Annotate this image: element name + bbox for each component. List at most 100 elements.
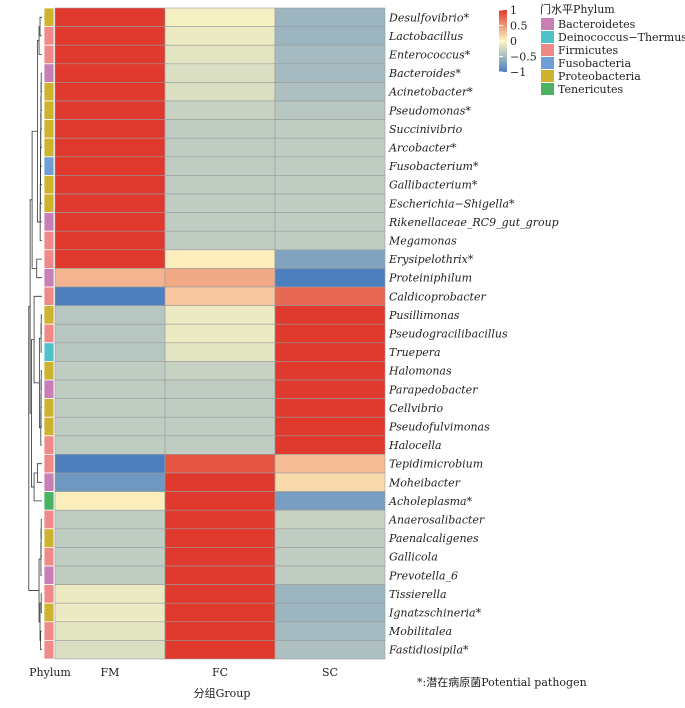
heatmap-cell bbox=[54, 491, 166, 511]
genus-label: Pseudofulvimonas bbox=[388, 421, 490, 434]
heatmap-cell bbox=[164, 137, 276, 158]
phylum-strip-cell bbox=[43, 509, 55, 530]
heatmap-cell bbox=[164, 212, 276, 232]
dendrogram-branch bbox=[36, 258, 42, 279]
phylum-strip-cell bbox=[43, 7, 55, 28]
phylum-annotation-strip bbox=[43, 7, 55, 660]
genus-label: Enterococcus* bbox=[388, 49, 471, 62]
heatmap-cell bbox=[54, 305, 166, 325]
heatmap-cell bbox=[164, 268, 276, 288]
heatmap-cells bbox=[54, 7, 386, 660]
genus-label: Lactobacillus bbox=[388, 30, 463, 43]
heatmap-cell bbox=[274, 361, 386, 381]
genus-label: Acholeplasma* bbox=[388, 495, 473, 508]
genus-label: Caldicoprobacter bbox=[389, 290, 486, 303]
dendrogram-branch bbox=[39, 16, 42, 37]
heatmap-cell bbox=[164, 342, 276, 362]
phylum-legend-label: Bacteroidetes bbox=[558, 18, 636, 31]
heatmap-cell bbox=[274, 565, 386, 585]
phylum-strip-cell bbox=[43, 491, 55, 511]
dendrogram-branch bbox=[28, 306, 40, 591]
genus-label: Mobilitalea bbox=[388, 625, 452, 638]
phylum-legend-swatch bbox=[541, 57, 554, 69]
phylum-legend: 门水平Phylum BacteroidetesDeinococcus−Therm… bbox=[540, 2, 685, 96]
heatmap-cell bbox=[54, 7, 166, 27]
heatmap-cell bbox=[274, 63, 386, 83]
heatmap-cell bbox=[54, 63, 166, 83]
heatmap-cell bbox=[164, 547, 276, 567]
genus-label: Tepidimicrobium bbox=[389, 458, 483, 471]
phylum-strip-cell bbox=[43, 602, 55, 623]
genus-label: Acinetobacter* bbox=[388, 86, 473, 99]
phylum-legend-label: Deinococcus−Thermus bbox=[558, 31, 685, 44]
heatmap-cell bbox=[54, 547, 166, 567]
heatmap-cell bbox=[54, 342, 166, 362]
heatmap-cell bbox=[274, 230, 386, 251]
phylum-strip-cell bbox=[43, 26, 55, 46]
heatmap-cell bbox=[54, 361, 166, 381]
heatmap-cell bbox=[54, 509, 166, 530]
heatmap-cell bbox=[274, 212, 386, 232]
genus-label: Bacteroides* bbox=[388, 67, 461, 80]
dendrogram-branch bbox=[36, 463, 42, 483]
color-scale-legend: 1 0.5 0 −0.5 −1 bbox=[499, 4, 537, 79]
heatmap-cell bbox=[274, 7, 386, 27]
heatmap-cell bbox=[164, 454, 276, 474]
genus-label: Desulfovibrio* bbox=[388, 11, 469, 24]
genus-label: Paenalcaligenes bbox=[388, 532, 479, 545]
phylum-strip-cell bbox=[43, 44, 55, 65]
heatmap-cell bbox=[164, 640, 276, 660]
genus-label: Fusobacterium* bbox=[388, 160, 479, 173]
heatmap-cell bbox=[54, 323, 166, 344]
heatmap-cell bbox=[274, 416, 386, 437]
genus-label: Erysipelothrix* bbox=[388, 253, 474, 266]
phylum-strip-cell bbox=[43, 137, 55, 158]
heatmap-cell bbox=[164, 305, 276, 325]
heatmap-cell bbox=[54, 193, 166, 213]
heatmap-cell bbox=[274, 249, 386, 269]
column-label: FM bbox=[101, 666, 120, 679]
heatmap-cell bbox=[164, 398, 276, 418]
heatmap-cell bbox=[164, 435, 276, 455]
phylum-legend-label: Tenericutes bbox=[558, 83, 624, 96]
heatmap-cell bbox=[164, 156, 276, 176]
dendrogram-branch bbox=[36, 40, 41, 223]
heatmap-cell bbox=[54, 640, 166, 660]
phylum-strip-cell bbox=[43, 193, 55, 214]
genus-label: Megamonas bbox=[388, 235, 457, 248]
phylum-strip-cell bbox=[43, 323, 55, 344]
heatmap-cell bbox=[274, 640, 386, 660]
dendrogram-branch bbox=[40, 593, 42, 613]
heatmap-cell bbox=[54, 119, 166, 139]
heatmap-cell bbox=[54, 565, 166, 585]
heatmap-cell bbox=[274, 193, 386, 213]
heatmap-cell bbox=[164, 323, 276, 344]
genus-label: Halomonas bbox=[388, 365, 452, 378]
heatmap-cell bbox=[54, 286, 166, 306]
heatmap-cell bbox=[164, 82, 276, 102]
heatmap-cell bbox=[164, 249, 276, 269]
heatmap-cell bbox=[164, 7, 276, 27]
heatmap-cell bbox=[274, 156, 386, 176]
x-axis-title: 分组Group bbox=[194, 686, 251, 700]
heatmap-cell bbox=[274, 454, 386, 474]
phylum-legend-label: Firmicutes bbox=[558, 44, 619, 57]
phylum-strip-cell bbox=[43, 230, 55, 251]
heatmap-cell bbox=[54, 584, 166, 604]
phylum-strip-cell bbox=[43, 100, 55, 121]
dendrogram-branch bbox=[31, 130, 38, 269]
phylum-strip-cell bbox=[43, 156, 55, 176]
phylum-strip-cell bbox=[43, 565, 55, 586]
heatmap-cell bbox=[274, 379, 386, 399]
phylum-legend-title: 门水平Phylum bbox=[540, 2, 615, 16]
heatmap-cell bbox=[164, 565, 276, 585]
heatmap-cell bbox=[54, 454, 166, 474]
heatmap-cell bbox=[164, 100, 276, 120]
phylum-strip-cell bbox=[43, 267, 55, 288]
heatmap-cell bbox=[274, 435, 386, 455]
phylum-legend-label: Fusobacteria bbox=[558, 57, 631, 70]
phylum-strip-cell bbox=[43, 212, 55, 232]
phylum-strip-cell bbox=[43, 547, 55, 567]
heatmap-cell bbox=[54, 379, 166, 399]
